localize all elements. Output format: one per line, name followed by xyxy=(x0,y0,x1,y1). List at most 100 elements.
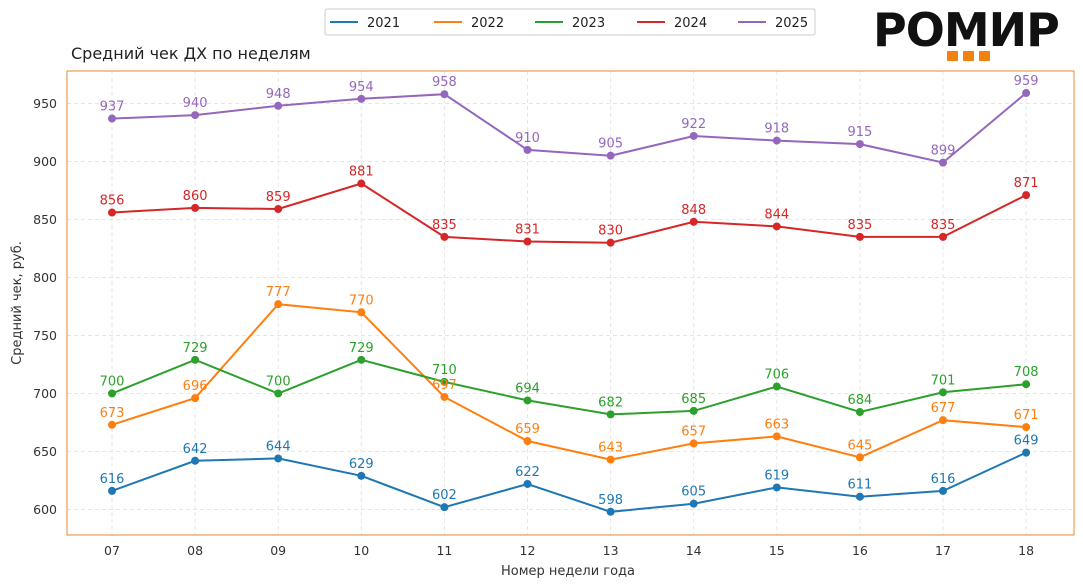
data-label-2022: 673 xyxy=(100,406,125,421)
data-label-2023: 729 xyxy=(349,341,374,356)
data-point-2022 xyxy=(274,300,283,309)
data-point-2022 xyxy=(357,308,366,317)
data-point-2025 xyxy=(357,94,366,103)
y-tick-label: 650 xyxy=(33,444,57,459)
data-point-2025 xyxy=(939,158,947,167)
data-label-2021: 611 xyxy=(847,478,872,493)
data-point-2025 xyxy=(689,131,698,140)
data-label-2025: 959 xyxy=(1014,74,1039,89)
data-point-2022 xyxy=(108,420,116,429)
data-label-2022: 697 xyxy=(432,378,457,393)
data-point-2021 xyxy=(274,454,283,463)
series-line-2021 xyxy=(111,451,1027,513)
legend-entry-2024: 2024 xyxy=(674,16,707,31)
data-label-2023: 706 xyxy=(764,368,789,383)
data-label-2021: 616 xyxy=(931,472,956,487)
data-label-2025: 922 xyxy=(681,117,706,132)
data-point-2024 xyxy=(108,208,116,217)
legend-entry-2023: 2023 xyxy=(572,16,605,31)
y-tick-label: 700 xyxy=(33,386,57,401)
data-label-2025: 948 xyxy=(266,87,291,102)
data-point-2025 xyxy=(855,140,864,149)
data-point-2023 xyxy=(191,355,200,364)
legend: 2021 2022 2023 2024 2025 xyxy=(324,8,816,36)
data-label-2024: 848 xyxy=(681,203,706,218)
x-tick-label: 15 xyxy=(769,543,785,558)
data-point-2022 xyxy=(606,455,615,464)
data-point-2024 xyxy=(606,238,615,247)
data-point-2025 xyxy=(523,145,532,154)
data-label-2023: 682 xyxy=(598,395,623,410)
data-label-2022: 643 xyxy=(598,441,623,456)
data-labels: 616 642 644 629 602 622 598 605 619 611 616 649 673 6… xyxy=(100,74,1039,508)
plot-frame xyxy=(66,70,1075,536)
data-label-2024: 844 xyxy=(764,207,789,222)
x-tick-label: 11 xyxy=(436,543,452,558)
data-label-2025: 910 xyxy=(515,131,540,146)
y-tick-label: 950 xyxy=(33,96,57,111)
x-tick-label: 07 xyxy=(104,543,120,558)
data-point-2021 xyxy=(606,507,615,516)
legend-entry-2022: 2022 xyxy=(471,16,504,31)
data-label-2023: 700 xyxy=(266,374,291,389)
data-point-2025 xyxy=(440,90,449,99)
data-point-2025 xyxy=(274,101,283,110)
data-label-2021: 649 xyxy=(1014,434,1039,449)
y-tick-label: 800 xyxy=(33,270,57,285)
y-tick-label: 900 xyxy=(33,154,57,169)
x-tick-label: 12 xyxy=(520,543,536,558)
series-line-2022 xyxy=(111,303,1027,461)
data-label-2023: 684 xyxy=(847,393,872,408)
data-label-2025: 958 xyxy=(432,75,457,90)
data-label-2022: 696 xyxy=(183,379,208,394)
data-label-2024: 859 xyxy=(266,190,291,205)
data-label-2022: 677 xyxy=(931,401,956,416)
legend-box xyxy=(324,8,816,36)
data-label-2021: 629 xyxy=(349,457,374,472)
data-label-2023: 694 xyxy=(515,381,540,396)
data-point-2021 xyxy=(1022,448,1031,457)
data-label-2024: 835 xyxy=(432,218,457,233)
data-label-2023: 700 xyxy=(100,374,125,389)
data-point-2022 xyxy=(523,437,532,446)
data-label-2022: 671 xyxy=(1014,408,1039,423)
series-line-2023 xyxy=(111,358,1027,416)
data-point-2024 xyxy=(357,179,366,188)
data-point-2021 xyxy=(772,483,781,492)
data-point-2023 xyxy=(772,382,781,391)
data-label-2024: 871 xyxy=(1014,176,1039,191)
data-point-2023 xyxy=(274,389,283,398)
data-point-2024 xyxy=(855,232,864,241)
data-point-2022 xyxy=(1022,423,1031,432)
data-point-2024 xyxy=(440,232,449,241)
data-point-2023 xyxy=(606,410,615,419)
data-point-2024 xyxy=(772,222,781,231)
logo-square-2 xyxy=(963,51,974,61)
data-point-2021 xyxy=(523,479,532,488)
data-point-2021 xyxy=(689,499,698,508)
data-label-2022: 777 xyxy=(266,285,291,300)
x-tick-label: 18 xyxy=(1018,543,1034,558)
data-label-2021: 598 xyxy=(598,493,623,508)
data-label-2024: 856 xyxy=(100,194,125,209)
x-tick-label: 17 xyxy=(935,543,951,558)
series-line-2024 xyxy=(111,182,1027,244)
data-point-2025 xyxy=(191,111,200,120)
data-label-2023: 710 xyxy=(432,363,457,378)
data-label-2022: 659 xyxy=(515,422,540,437)
chart-title: Средний чек ДХ по неделям xyxy=(71,44,311,63)
y-axis-label: Средний чек, руб. xyxy=(10,241,25,365)
data-label-2021: 622 xyxy=(515,465,540,480)
data-point-2022 xyxy=(191,394,200,403)
data-point-2022 xyxy=(440,392,449,401)
data-label-2023: 708 xyxy=(1014,365,1039,380)
data-point-2021 xyxy=(357,471,366,480)
x-tick-label: 08 xyxy=(187,543,203,558)
data-point-2023 xyxy=(689,406,698,415)
data-point-2021 xyxy=(855,492,864,501)
data-point-2021 xyxy=(440,503,449,512)
data-point-2023 xyxy=(855,408,864,417)
data-point-2023 xyxy=(357,355,366,364)
y-axis-ticks: 600 650 700 750 800 850 900 950 xyxy=(33,96,57,517)
data-label-2025: 905 xyxy=(598,137,623,152)
